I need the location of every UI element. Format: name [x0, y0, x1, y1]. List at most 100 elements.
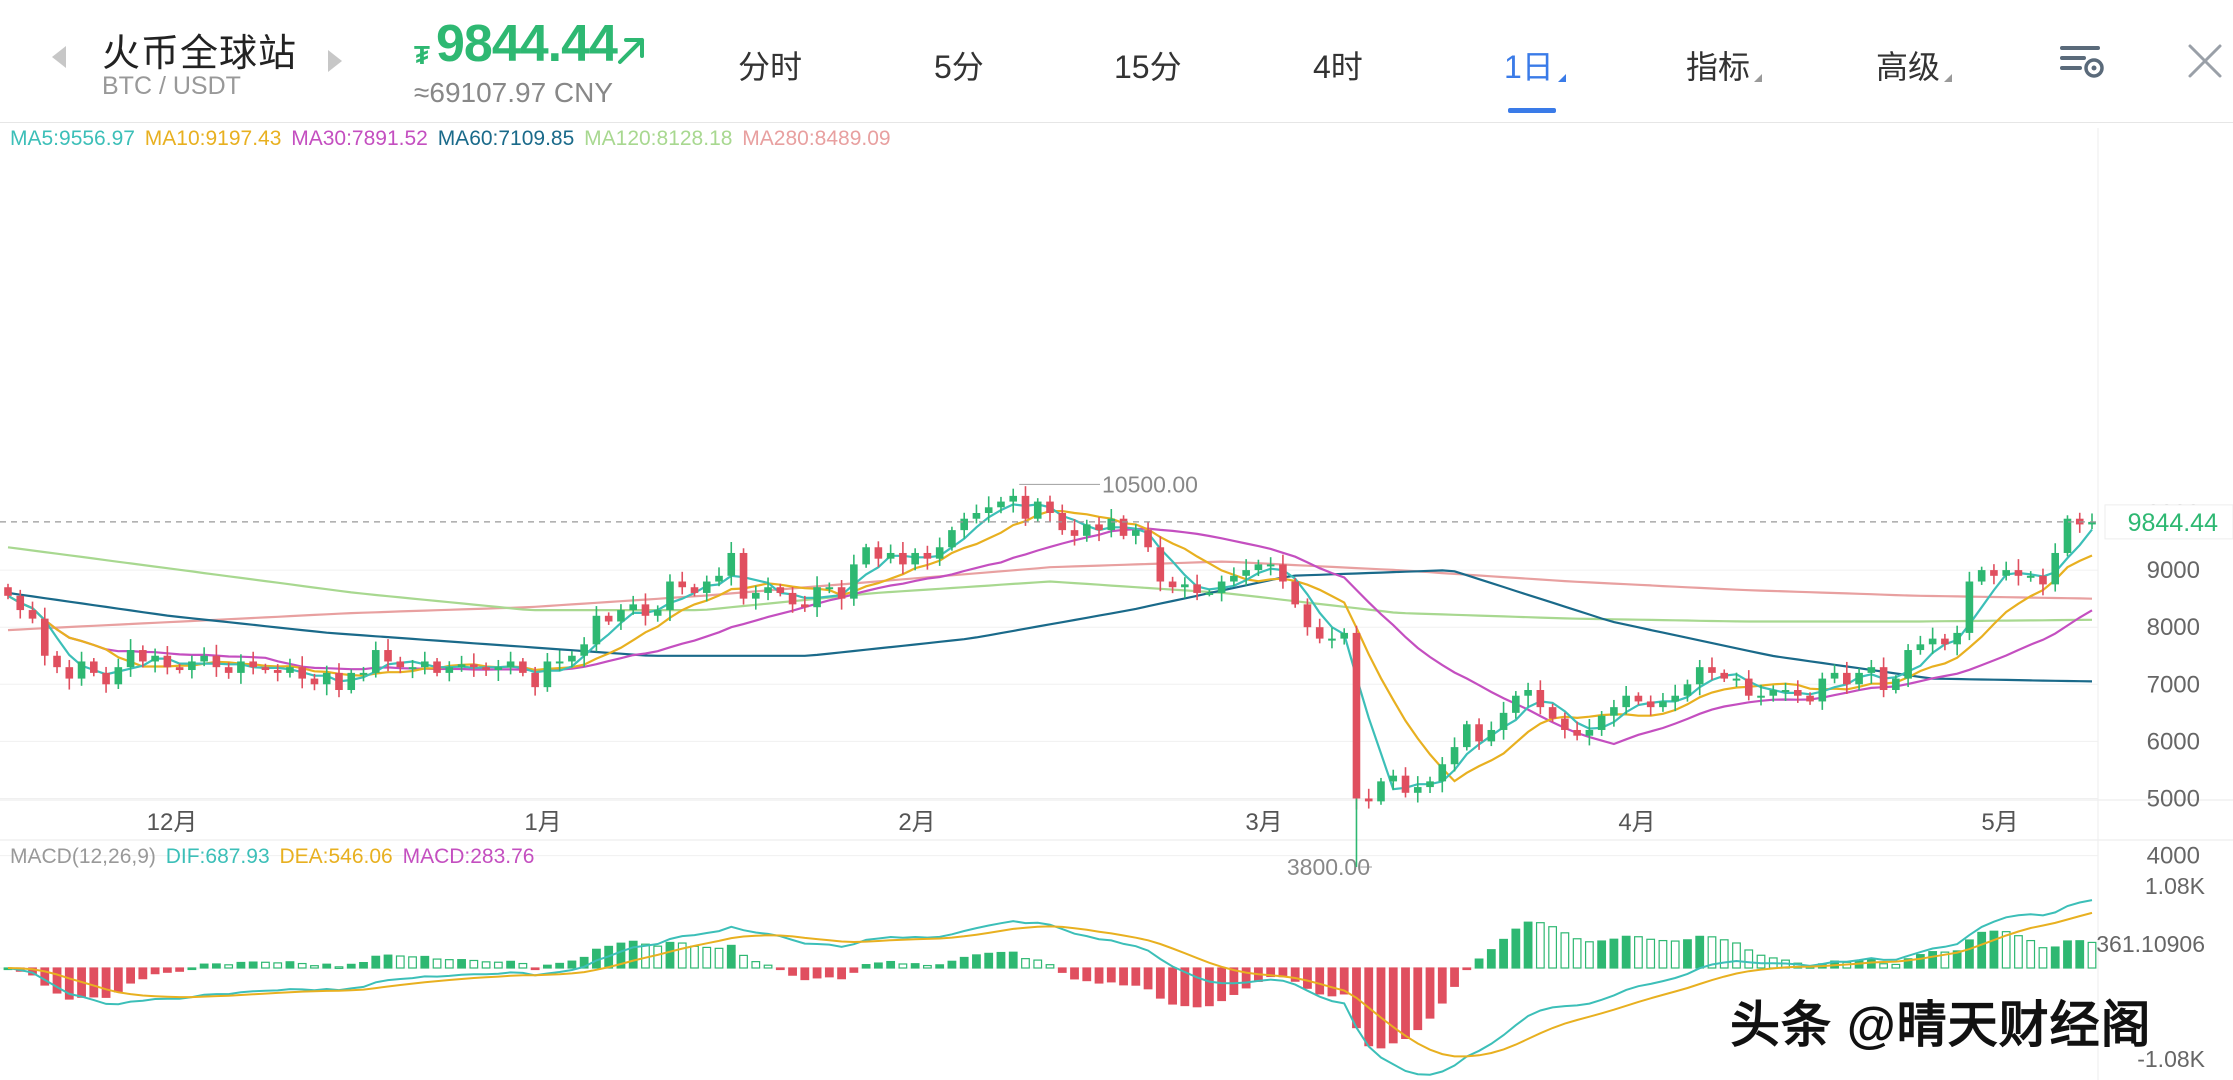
- ma60-value: MA60:7109.85: [437, 127, 575, 150]
- candle-body: [77, 661, 86, 679]
- macd-histogram-bar: [1903, 958, 1913, 969]
- macd-y-tick-label: 1.08K: [2145, 873, 2206, 899]
- candle-body: [433, 661, 441, 673]
- macd-histogram-bar: [2075, 940, 2085, 969]
- candle-body: [1597, 715, 1606, 730]
- tab-1day[interactable]: 1日: [1504, 42, 1566, 88]
- tab-15min[interactable]: 15分: [1114, 42, 1182, 88]
- macd-histogram-bar: [555, 962, 565, 969]
- macd-histogram-bar: [1450, 967, 1459, 987]
- candle-body: [1291, 581, 1299, 605]
- macd-histogram-bar: [89, 967, 99, 998]
- candle-body: [2014, 570, 2023, 576]
- candle-body: [788, 592, 797, 605]
- macd-histogram-bar: [1535, 922, 1545, 969]
- macd-histogram-bar: [665, 941, 675, 969]
- macd-histogram-bar: [1303, 967, 1312, 989]
- candle-body: [837, 587, 846, 599]
- y-tick-label: 5000: [2147, 786, 2200, 813]
- ma120-value: MA120:8128.18: [584, 127, 733, 150]
- candle-body: [1769, 690, 1778, 696]
- close-icon[interactable]: [2186, 42, 2224, 80]
- macd-histogram-bar: [187, 967, 197, 971]
- candle-body: [727, 552, 736, 576]
- tab-4hour[interactable]: 4时: [1313, 42, 1363, 88]
- candle-body: [604, 615, 613, 622]
- tab-5min[interactable]: 5分: [934, 42, 984, 88]
- ma30-line: [7, 527, 2093, 746]
- candle-body: [126, 650, 135, 668]
- macd-histogram-bar: [248, 961, 258, 969]
- tab-indicators[interactable]: 指标: [1686, 42, 1763, 88]
- candle-body: [1720, 672, 1729, 679]
- candle-body: [114, 667, 123, 685]
- candle-body: [1168, 581, 1177, 588]
- candle-body: [997, 501, 1005, 508]
- macd-histogram-bar: [359, 961, 368, 969]
- candle-body: [592, 615, 601, 645]
- candle-body: [1021, 495, 1030, 519]
- candle-body: [506, 661, 515, 668]
- macd-histogram-bar: [1388, 967, 1398, 1044]
- candle-body: [1144, 530, 1152, 548]
- candle-body: [1499, 712, 1508, 730]
- macd-histogram-bar: [1756, 954, 1766, 969]
- candle-body: [40, 618, 49, 656]
- macd-histogram-bar: [714, 947, 724, 969]
- candle-body: [1389, 775, 1398, 782]
- candle-body: [531, 672, 539, 688]
- candle-body: [16, 595, 25, 611]
- candle-body: [874, 547, 883, 559]
- watermark: 头条 @晴天财经阁: [1730, 997, 2152, 1053]
- candle-body: [1548, 707, 1557, 719]
- x-tick-label: 2月: [898, 809, 935, 836]
- macd-histogram-bar: [1021, 958, 1030, 969]
- macd-histogram-bar: [1523, 921, 1533, 969]
- macd-histogram-bar: [1143, 967, 1153, 990]
- macd-histogram-bar: [1315, 967, 1325, 995]
- macd-histogram-bar: [1977, 931, 1987, 969]
- tab-timeline[interactable]: 分时: [738, 42, 802, 88]
- high-price-label: 10500.00: [1102, 471, 1198, 497]
- candle-body: [1033, 501, 1042, 519]
- candle-body: [298, 667, 307, 679]
- low-price-label: 3800.00: [1287, 854, 1370, 880]
- candle-body: [1352, 632, 1361, 799]
- next-market-arrow-icon[interactable]: [328, 50, 342, 72]
- candle-body: [1990, 570, 1998, 576]
- candle-body: [801, 604, 809, 608]
- tab-label: 1日: [1504, 49, 1554, 85]
- x-tick-label: 4月: [1618, 809, 1655, 836]
- macd-histogram-bar: [1658, 939, 1668, 969]
- macd-histogram-bar: [371, 955, 381, 969]
- candle-body: [1622, 695, 1630, 708]
- last-price: 9844.44: [436, 15, 618, 73]
- macd-histogram-bar: [297, 962, 307, 969]
- macd-histogram-bar: [1180, 967, 1190, 1007]
- macd-histogram-bar: [972, 954, 981, 969]
- candle-body: [1573, 729, 1581, 736]
- candle-body: [359, 672, 368, 675]
- candle-body: [972, 513, 981, 519]
- candle-body: [923, 552, 932, 559]
- macd-histogram-bar: [518, 962, 528, 969]
- dropdown-triangle-icon: [1944, 74, 1953, 82]
- macd-histogram-bar: [1413, 967, 1423, 1031]
- macd-histogram-bar: [1057, 967, 1067, 973]
- macd-histogram-bar: [812, 967, 822, 979]
- candle-body: [825, 587, 834, 590]
- candle-body: [335, 672, 343, 691]
- candle-body: [28, 610, 37, 619]
- candle-body: [175, 667, 184, 671]
- candle-body: [1585, 729, 1594, 736]
- tab-advanced[interactable]: 高级: [1876, 42, 1953, 88]
- macd-histogram-bar: [1131, 967, 1141, 986]
- previous-market-arrow-icon[interactable]: [52, 46, 66, 68]
- tab-label: 5分: [934, 49, 984, 85]
- candle-body: [4, 587, 12, 596]
- settings-list-icon[interactable]: [2058, 42, 2106, 82]
- macd-value: MACD:283.76: [402, 845, 535, 868]
- candle-body: [470, 664, 478, 668]
- candle-body: [1536, 690, 1545, 708]
